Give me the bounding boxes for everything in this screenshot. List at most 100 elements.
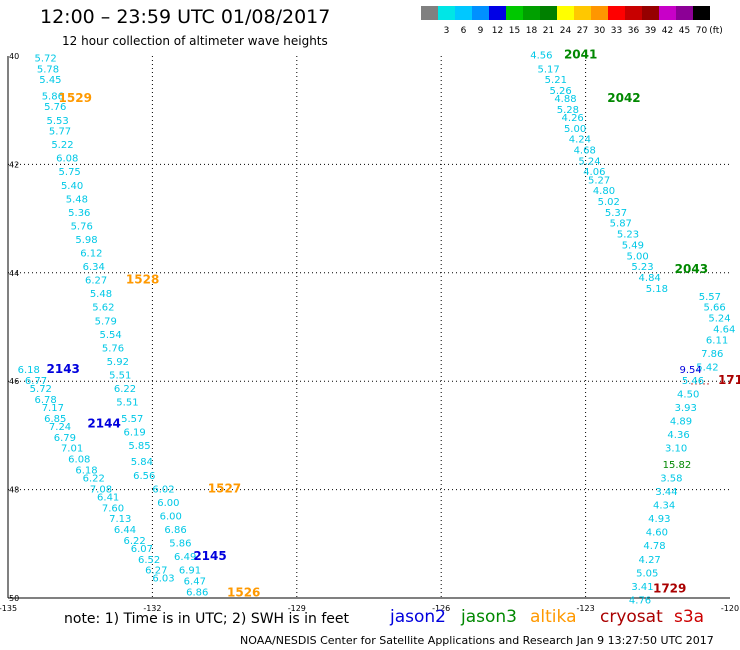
swh-value: 5.62 <box>92 303 114 314</box>
scale-swatch <box>591 6 608 20</box>
swh-value: 3.10 <box>665 444 687 455</box>
legend-s3a: s3a <box>674 607 705 627</box>
swh-value: 6.49 <box>174 552 196 563</box>
swh-value: 5.22 <box>51 140 73 151</box>
swh-value: 6.03 <box>152 574 174 585</box>
lon-tick-label: -123 <box>577 604 595 613</box>
swh-value: 5.87 <box>610 219 632 230</box>
swh-value: 5.02 <box>598 197 620 208</box>
track-time-label: 1729 <box>653 582 686 596</box>
swh-value: 6.00 <box>157 498 179 509</box>
swh-value: 4.34 <box>653 501 675 512</box>
scale-swatch <box>676 6 693 20</box>
scale-swatch <box>523 6 540 20</box>
swh-value: 5.42 <box>696 362 718 373</box>
swh-value: 5.18 <box>646 284 668 295</box>
swh-value: 5.77 <box>49 127 71 138</box>
swh-value: 6.27 <box>145 566 167 577</box>
swh-value: 5.98 <box>75 235 97 246</box>
swh-value: 6.02 <box>152 484 174 495</box>
track-time-label: 171 <box>718 373 740 387</box>
scale-swatch <box>421 6 438 20</box>
swh-value: 6.79 <box>54 433 76 444</box>
swh-value: 4.50 <box>677 389 699 400</box>
swh-value: 5.76 <box>44 102 66 113</box>
swh-value: 5.85 <box>128 441 150 452</box>
swh-value: 5.00 <box>564 124 586 135</box>
swh-value: 6.07 <box>131 544 153 555</box>
track-time-label: 2144 <box>87 416 120 430</box>
swh-value: 6.08 <box>68 455 90 466</box>
swh-value: 3.58 <box>660 473 682 484</box>
swh-value: 6.11 <box>706 335 728 346</box>
swh-value: 6.22 <box>124 536 146 547</box>
track-time-label: 1527 <box>208 481 241 495</box>
swh-value: 5.53 <box>47 116 69 127</box>
swh-value: 5.78 <box>37 64 59 75</box>
swh-value: 5.51 <box>116 398 138 409</box>
swh-value: 5.46 <box>682 376 704 387</box>
lat-tick-label: 46 <box>9 377 19 386</box>
lon-tick-label: -126 <box>432 604 450 613</box>
swh-value: 5.21 <box>545 75 567 86</box>
legend-cryosat: cryosat <box>600 607 663 627</box>
scale-label: 24 <box>559 26 572 36</box>
swh-value: 5.05 <box>636 568 658 579</box>
swh-value: 5.45 <box>39 75 61 86</box>
swh-value: 6.41 <box>97 492 119 503</box>
swh-value: 7.13 <box>109 514 131 525</box>
scale-swatch <box>472 6 489 20</box>
legend-jason3: jason3 <box>461 607 517 627</box>
swh-value: 6.86 <box>164 525 186 536</box>
swh-value: 5.23 <box>617 230 639 241</box>
scale-swatch <box>506 6 523 20</box>
swh-value: 6.22 <box>114 384 136 395</box>
scale-label: 70 <box>695 26 708 36</box>
swh-value: 6.22 <box>83 473 105 484</box>
swh-value: 3.44 <box>655 487 677 498</box>
swh-value: 5.92 <box>107 357 129 368</box>
scale-label: 42 <box>661 26 674 36</box>
swh-value: 5.79 <box>95 316 117 327</box>
swh-value: 6.27 <box>85 276 107 287</box>
swh-value: 5.40 <box>61 181 83 192</box>
track-time-label: 1528 <box>126 273 159 287</box>
swh-value: 6.78 <box>34 395 56 406</box>
lat-tick-label: 44 <box>9 269 19 278</box>
swh-value: 7.60 <box>102 503 124 514</box>
swh-value: 4.68 <box>574 146 596 157</box>
swh-value: 4.78 <box>643 541 665 552</box>
swh-value: 5.72 <box>30 384 52 395</box>
lat-tick-label: 50 <box>9 594 19 603</box>
scale-swatch <box>557 6 574 20</box>
swh-value: 4.56 <box>530 51 552 62</box>
swh-value: 5.75 <box>59 167 81 178</box>
swh-value: 5.23 <box>631 262 653 273</box>
credit-line: NOAA/NESDIS Center for Satellite Applica… <box>240 634 714 647</box>
swh-value: 5.00 <box>627 251 649 262</box>
scale-swatch <box>659 6 676 20</box>
lon-tick-label: -120 <box>721 604 739 613</box>
swh-value: 5.57 <box>699 292 721 303</box>
scale-swatch <box>693 6 710 20</box>
scale-label: 18 <box>525 26 538 36</box>
scale-swatch <box>642 6 659 20</box>
swh-value: 4.93 <box>648 514 670 525</box>
scale-label: 3 <box>443 26 450 36</box>
swh-value: 4.06 <box>583 167 605 178</box>
swh-value: 6.18 <box>75 465 97 476</box>
map-title: 12:00 – 23:59 UTC 01/08/2017 <box>40 6 331 28</box>
swh-value: 5.27 <box>588 175 610 186</box>
swh-value: 5.76 <box>102 343 124 354</box>
track-time-label: 2043 <box>675 262 708 276</box>
scale-label: 36 <box>627 26 640 36</box>
track-time-label: 2042 <box>607 91 640 105</box>
swh-value: 4.60 <box>646 528 668 539</box>
scale-swatch <box>574 6 591 20</box>
swh-value: 4.64 <box>713 324 735 335</box>
lat-tick-label: 42 <box>9 160 19 169</box>
scale-swatch <box>608 6 625 20</box>
swh-value: 4.88 <box>554 94 576 105</box>
swh-value: 7.08 <box>90 484 112 495</box>
swh-value: 5.86 <box>42 91 64 102</box>
